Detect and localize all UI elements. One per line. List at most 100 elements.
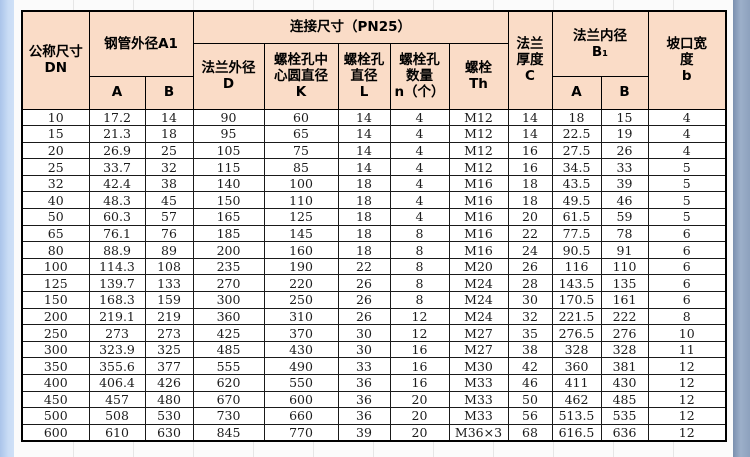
table-row: 32 42.4 38 140 100 18 4 M16 18 43.5 39 5 bbox=[21, 174, 727, 193]
cell-dn: 20 bbox=[21, 141, 90, 160]
table-row: 20 26.9 25 105 75 14 4 M12 16 27.5 26 4 bbox=[21, 141, 727, 160]
table-row: 15 21.3 18 95 65 14 4 M12 14 22.5 19 4 bbox=[21, 125, 727, 143]
cell-thickness_c: 50 bbox=[507, 390, 553, 409]
cell-pipe_od_a: 457 bbox=[88, 390, 146, 409]
cell-groove_b: 6 bbox=[647, 257, 727, 276]
cell-flange_id_b: 276 bbox=[600, 324, 649, 342]
cell-dn: 80 bbox=[21, 241, 90, 259]
cell-pipe_od_a: 355.6 bbox=[88, 357, 146, 375]
cell-dn: 350 bbox=[21, 357, 90, 375]
cell-flange_od_d: 90 bbox=[192, 108, 265, 127]
cell-flange_id_a: 360 bbox=[551, 357, 602, 375]
cell-bolt_th: M20 bbox=[448, 257, 509, 276]
cell-bolt_circle_k: 60 bbox=[263, 108, 339, 127]
cell-dn: 125 bbox=[21, 274, 90, 293]
cell-pipe_od_b: 480 bbox=[144, 390, 194, 409]
header-pipe-od-b: B bbox=[144, 75, 194, 110]
cell-bolt_hole_l: 18 bbox=[337, 208, 391, 226]
cell-flange_id_a: 276.5 bbox=[551, 324, 602, 342]
cell-flange_id_b: 135 bbox=[600, 274, 649, 293]
cell-flange_od_d: 555 bbox=[192, 357, 265, 375]
cell-groove_b: 4 bbox=[647, 141, 727, 160]
cell-flange_od_d: 425 bbox=[192, 324, 265, 342]
cell-dn: 250 bbox=[21, 324, 90, 342]
cell-dn: 400 bbox=[21, 374, 90, 392]
cell-thickness_c: 22 bbox=[507, 224, 553, 243]
cell-flange_od_d: 730 bbox=[192, 407, 265, 425]
header-pipe-outer-diameter: 钢管外径A1 bbox=[88, 10, 194, 77]
cell-pipe_od_a: 88.9 bbox=[88, 241, 146, 259]
cell-pipe_od_a: 76.1 bbox=[88, 224, 146, 243]
cell-bolt_count_n: 8 bbox=[389, 274, 450, 293]
cell-bolt_hole_l: 14 bbox=[337, 141, 391, 160]
cell-pipe_od_b: 38 bbox=[144, 174, 194, 193]
cell-pipe_od_a: 21.3 bbox=[88, 125, 146, 143]
cell-dn: 300 bbox=[21, 340, 90, 359]
cell-pipe_od_a: 273 bbox=[88, 324, 146, 342]
cell-bolt_circle_k: 65 bbox=[263, 125, 339, 143]
cell-dn: 50 bbox=[21, 208, 90, 226]
cell-flange_id_b: 535 bbox=[600, 407, 649, 425]
cell-bolt_hole_l: 39 bbox=[337, 423, 391, 442]
cell-pipe_od_b: 14 bbox=[144, 108, 194, 127]
table-row: 300 323.9 325 485 430 30 16 M27 38 328 328 11 bbox=[21, 340, 727, 359]
cell-bolt_hole_l: 30 bbox=[337, 340, 391, 359]
cell-flange_od_d: 105 bbox=[192, 141, 265, 160]
table-body: 10 17.2 14 90 60 14 4 M12 14 18 15 4 15 21.3 18 95 65 14 4… bbox=[21, 108, 727, 442]
table-row: 600 610 630 845 770 39 20 M36×3 68 616.5 636 12 bbox=[21, 423, 727, 442]
cell-bolt_th: M16 bbox=[448, 208, 509, 226]
cell-bolt_th: M12 bbox=[448, 125, 509, 143]
cell-bolt_count_n: 12 bbox=[389, 324, 450, 342]
cell-bolt_count_n: 8 bbox=[389, 257, 450, 276]
cell-bolt_hole_l: 18 bbox=[337, 241, 391, 259]
table-row: 25 33.7 32 115 85 14 4 M12 16 34.5 33 5 bbox=[21, 158, 727, 176]
cell-flange_id_b: 485 bbox=[600, 390, 649, 409]
cell-flange_id_a: 22.5 bbox=[551, 125, 602, 143]
cell-bolt_hole_l: 33 bbox=[337, 357, 391, 375]
cell-bolt_hole_l: 36 bbox=[337, 407, 391, 425]
cell-thickness_c: 16 bbox=[507, 158, 553, 176]
cell-bolt_th: M27 bbox=[448, 340, 509, 359]
cell-flange_id_b: 19 bbox=[600, 125, 649, 143]
cell-groove_b: 5 bbox=[647, 208, 727, 226]
cell-flange_id_b: 161 bbox=[600, 291, 649, 309]
table-row: 250 273 273 425 370 30 12 M27 35 276.5 276 10 bbox=[21, 324, 727, 342]
cell-flange_id_b: 430 bbox=[600, 374, 649, 392]
cell-flange_id_a: 221.5 bbox=[551, 307, 602, 326]
flange-dimension-table: 公称尺寸 DN 钢管外径A1 连接尺寸（PN25） 法兰 厚度 C 法兰内径 B… bbox=[21, 10, 727, 443]
cell-bolt_th: M33 bbox=[448, 407, 509, 425]
cell-bolt_count_n: 20 bbox=[389, 407, 450, 425]
cell-bolt_hole_l: 18 bbox=[337, 191, 391, 210]
cell-flange_od_d: 115 bbox=[192, 158, 265, 176]
cell-flange_id_b: 91 bbox=[600, 241, 649, 259]
cell-pipe_od_b: 159 bbox=[144, 291, 194, 309]
header-row-2: 法兰外径 D 螺栓孔中 心圆直径 K 螺栓孔 直径 L 螺栓孔 数量 n（个） … bbox=[22, 42, 726, 110]
header-groove-width-b: 坡口宽 度 b bbox=[647, 10, 727, 110]
cell-pipe_od_a: 60.3 bbox=[88, 208, 146, 226]
cell-bolt_count_n: 8 bbox=[389, 224, 450, 243]
cell-bolt_circle_k: 310 bbox=[263, 307, 339, 326]
cell-pipe_od_a: 168.3 bbox=[88, 291, 146, 309]
cell-pipe_od_a: 17.2 bbox=[88, 108, 146, 127]
cell-dn: 40 bbox=[21, 191, 90, 210]
cell-flange_id_a: 513.5 bbox=[551, 407, 602, 425]
cell-bolt_th: M12 bbox=[448, 158, 509, 176]
table-row: 200 219.1 219 360 310 26 12 M24 32 221.5 222 8 bbox=[21, 307, 727, 326]
table-row: 400 406.4 426 620 550 36 16 M33 46 411 430 12 bbox=[21, 374, 727, 392]
cell-bolt_circle_k: 85 bbox=[263, 158, 339, 176]
header-bolt-th: 螺栓 Th bbox=[448, 42, 509, 110]
table-row: 10 17.2 14 90 60 14 4 M12 14 18 15 4 bbox=[21, 108, 727, 127]
cell-flange_id_a: 143.5 bbox=[551, 274, 602, 293]
header-bolt-hole-diameter-l: 螺栓孔 直径 L bbox=[337, 42, 391, 110]
cell-thickness_c: 56 bbox=[507, 407, 553, 425]
cell-dn: 200 bbox=[21, 307, 90, 326]
cell-thickness_c: 26 bbox=[507, 257, 553, 276]
cell-bolt_circle_k: 430 bbox=[263, 340, 339, 359]
cell-thickness_c: 28 bbox=[507, 274, 553, 293]
cell-groove_b: 8 bbox=[647, 307, 727, 326]
cell-flange_od_d: 270 bbox=[192, 274, 265, 293]
cell-bolt_th: M24 bbox=[448, 307, 509, 326]
cell-groove_b: 12 bbox=[647, 357, 727, 375]
header-flange-thickness-c: 法兰 厚度 C bbox=[507, 10, 553, 110]
header-bolt-circle-k: 螺栓孔中 心圆直径 K bbox=[263, 42, 339, 110]
